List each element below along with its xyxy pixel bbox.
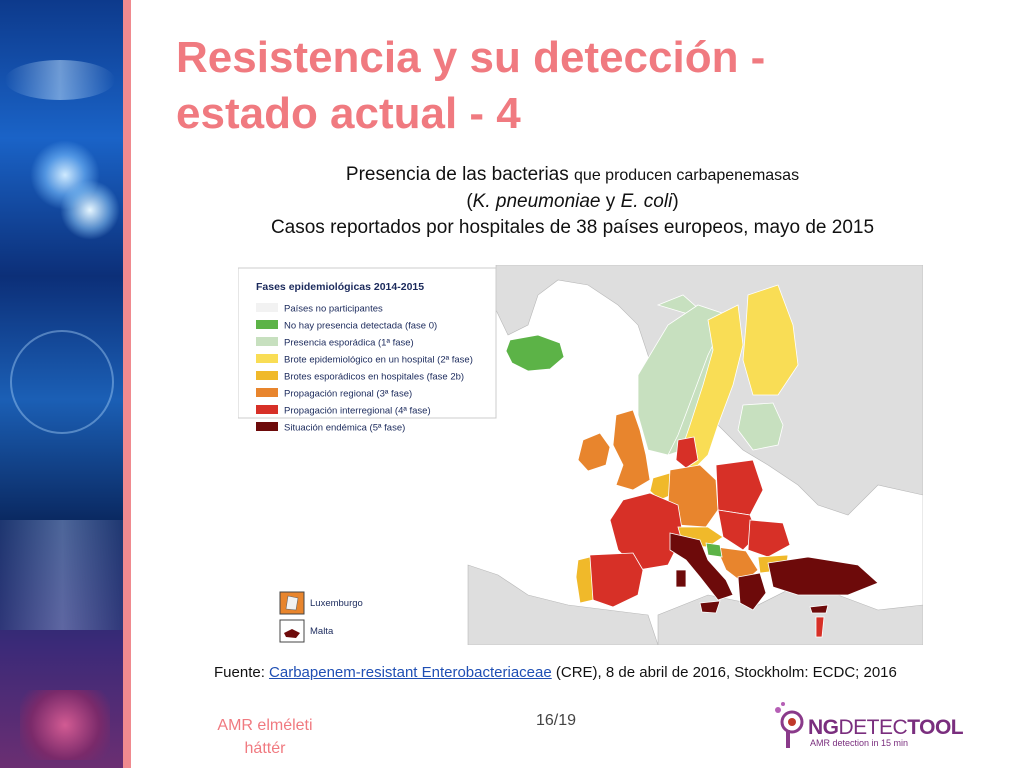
romania	[747, 519, 791, 558]
title-line-1: Resistencia y su detección -	[176, 33, 766, 82]
greece	[737, 572, 767, 611]
finland	[742, 284, 799, 396]
ireland	[577, 432, 611, 472]
sardinia	[675, 569, 687, 588]
subtitle-line-3: Casos reportados por hospitales de 38 pa…	[270, 217, 875, 238]
sidebar-image	[0, 0, 125, 768]
logo-bubble-icon	[781, 702, 785, 706]
slovenia-croatia	[705, 542, 723, 558]
united-kingdom	[612, 409, 651, 491]
legend-label: Países no participantes	[284, 304, 383, 315]
legend-swatch	[256, 337, 278, 346]
legend-label: Propagación regional (3ª fase)	[284, 389, 412, 400]
sidebar-glow	[60, 180, 120, 240]
sicily	[699, 600, 721, 614]
subtitle-part: y	[600, 191, 621, 212]
map-subtitle: Presencia de las bacterias que producen …	[150, 162, 995, 241]
source-link[interactable]: Carbapenem-resistant Enterobacteriaceae	[269, 664, 552, 681]
france	[609, 492, 684, 571]
legend-swatch	[256, 320, 278, 329]
title-line-2: estado actual - 4	[176, 89, 521, 138]
legend-swatch	[256, 405, 278, 414]
legend-label: Situación endémica (5ª fase)	[284, 423, 405, 434]
legend-label: Propagación interregional (4ª fase)	[284, 406, 431, 417]
legend-items: Países no participantes No hay presencia …	[256, 303, 473, 434]
footer-label-line-2: háttér	[244, 740, 286, 757]
logo-tagline: AMR detection in 15 min	[810, 738, 909, 748]
logo-bubble-icon	[775, 707, 781, 713]
luxembourg-shape	[285, 595, 299, 611]
legend-swatch	[256, 303, 278, 312]
luxembourg-label: Luxemburgo	[310, 598, 363, 609]
norway-south	[637, 304, 729, 456]
subtitle-part: (	[466, 191, 473, 212]
subtitle-part: Presencia de las bacterias	[345, 164, 569, 185]
logo-part: TOOL	[907, 716, 964, 739]
slide-title: Resistencia y su detección - estado actu…	[176, 30, 996, 142]
species-1: K. pneumoniae	[472, 191, 601, 212]
iceland	[505, 334, 565, 372]
legend-swatch	[256, 388, 278, 397]
sidebar-glow	[5, 60, 115, 100]
legend-title: Fases epidemiológicas 2014-2015	[256, 281, 424, 293]
israel	[815, 616, 825, 638]
subtitle-line-1: Presencia de las bacterias que producen …	[150, 162, 995, 189]
footer-section-label: AMR elméleti háttér	[200, 714, 330, 760]
logo-wordmark: NGDETECTOOL	[808, 716, 964, 740]
europe-map: Fases epidemiológicas 2014-2015 Países n…	[238, 265, 923, 645]
poland	[715, 459, 764, 516]
sweden	[677, 304, 744, 471]
baltics	[737, 402, 784, 451]
logo-part: NG	[808, 716, 839, 739]
legend-box	[238, 267, 497, 419]
denmark	[675, 436, 699, 469]
ngdetectool-logo	[775, 702, 804, 748]
legend-swatch	[256, 371, 278, 380]
portugal	[575, 556, 594, 604]
logo-handle-icon	[786, 730, 790, 748]
italy	[669, 532, 734, 601]
cyprus	[809, 604, 829, 614]
logo-part: DETEC	[838, 716, 908, 739]
legend-swatch	[256, 354, 278, 363]
subtitle-line-2: (K. pneumoniae y E. coli)	[150, 189, 995, 215]
turkey	[767, 556, 879, 596]
logo-dot-icon	[788, 718, 796, 726]
legend-label: No hay presencia detectada (fase 0)	[284, 321, 437, 332]
source-suffix: (CRE), 8 de abril de 2016, Stockholm: EC…	[551, 664, 897, 681]
page-number: 16/19	[536, 712, 577, 729]
accent-bar	[123, 0, 131, 768]
legend-label: Brotes esporádicos en hospitales (fase 2…	[284, 372, 464, 383]
subtitle-part: que producen carbapenemasas	[574, 167, 800, 184]
sidebar-ring	[10, 330, 114, 434]
source-citation: Fuente: Carbapenem-resistant Enterobacte…	[150, 664, 1024, 681]
legend-swatch	[256, 422, 278, 431]
malta-label: Malta	[310, 626, 334, 637]
subtitle-part: )	[672, 191, 679, 212]
species-2: E. coli	[620, 191, 673, 212]
legend-label: Presencia esporádica (1ª fase)	[284, 338, 414, 349]
sidebar-band	[0, 520, 125, 630]
footer-label-line-1: AMR elméleti	[217, 717, 313, 734]
north-africa	[467, 564, 659, 645]
malta-shape	[284, 629, 300, 638]
legend-label: Brote epidemiológico en un hospital (2ª …	[284, 355, 473, 366]
source-prefix: Fuente:	[214, 664, 270, 681]
sidebar-flask	[20, 690, 110, 760]
